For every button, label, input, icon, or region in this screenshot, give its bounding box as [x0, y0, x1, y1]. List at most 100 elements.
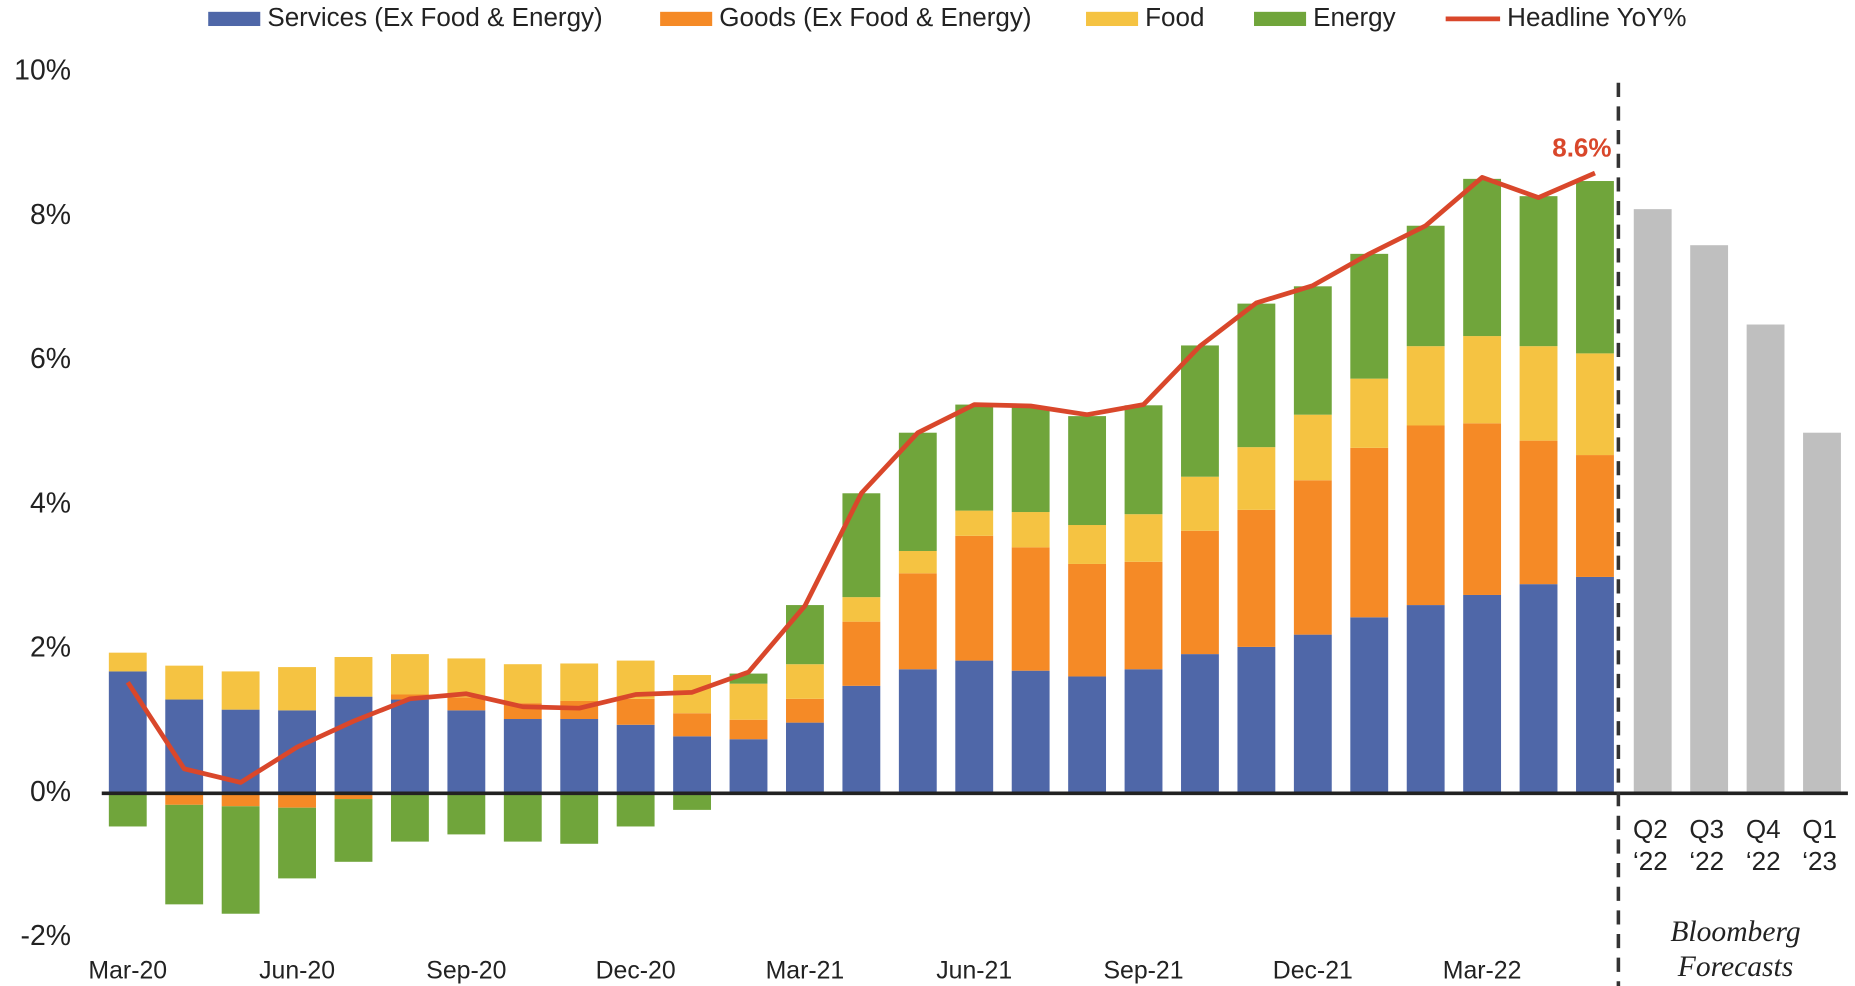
bar-segment: [898, 573, 937, 670]
forecast-label: Forecasts: [1677, 951, 1793, 983]
x-tick-label: Mar-20: [88, 957, 167, 984]
legend-swatch: [208, 11, 261, 27]
bar-segment: [1011, 512, 1050, 548]
bar-segment: [1293, 414, 1332, 481]
bar-segment: [955, 404, 994, 511]
x-tick-label: Jun-21: [936, 957, 1012, 984]
bar-segment: [221, 793, 260, 807]
bar-segment: [334, 696, 373, 794]
legend-label: Energy: [1313, 2, 1395, 32]
y-tick-label: 8%: [30, 199, 71, 231]
bar-segment: [1576, 455, 1614, 577]
forecast-bar: [1803, 432, 1841, 794]
bar-segment: [165, 665, 204, 700]
bar-segment: [1237, 447, 1276, 510]
bar-segment: [955, 660, 994, 794]
headline-line: [125, 170, 1596, 785]
bar-segment: [1406, 425, 1445, 606]
bar-segment: [278, 667, 316, 711]
bar-segment: [278, 807, 316, 879]
bar-segment: [616, 724, 655, 794]
bar-segment: [1293, 480, 1332, 635]
bar-segment: [898, 550, 937, 574]
bar-segment: [786, 605, 824, 665]
bar-segment: [390, 699, 429, 794]
bar-segment: [447, 697, 486, 711]
legend-swatch: [660, 11, 713, 27]
bar-segment: [1519, 440, 1558, 585]
bar-segment: [108, 671, 147, 794]
bar-segment: [786, 664, 824, 699]
bar-segment: [673, 793, 712, 810]
x-tick-label: Mar-22: [1443, 957, 1522, 984]
forecast-tick-label: ‘23: [1802, 846, 1837, 876]
bar-segment: [1519, 196, 1558, 347]
forecast-tick-label: Q3: [1689, 814, 1724, 844]
bar-segment: [447, 710, 486, 794]
legend-label: Food: [1145, 2, 1204, 32]
bar-segment: [842, 685, 881, 794]
bar-segment: [842, 621, 881, 686]
bar-segment: [1181, 654, 1219, 794]
forecast-tick-label: ‘22: [1689, 846, 1724, 876]
y-tick-label: 6%: [30, 343, 71, 375]
bar-segment: [1068, 676, 1107, 794]
bar-segment: [729, 673, 768, 684]
bar-segment: [729, 683, 768, 720]
bar-segment: [1237, 303, 1276, 448]
bar-segment: [673, 736, 712, 794]
bar-segment: [560, 663, 599, 701]
bar-segment: [1350, 617, 1389, 794]
bar-segment: [503, 664, 542, 704]
bar-segment: [503, 719, 542, 794]
bar-segment: [503, 793, 542, 842]
bar-segment: [165, 804, 204, 905]
forecast-bar: [1690, 245, 1729, 794]
x-tick-label: Mar-21: [766, 957, 845, 984]
bar-segment: [390, 654, 429, 695]
bar-segment: [221, 806, 260, 914]
bar-segment: [1181, 345, 1219, 477]
legend-label: Goods (Ex Food & Energy): [719, 2, 1031, 32]
bar-segment: [1237, 509, 1276, 647]
bar-segment: [1576, 181, 1614, 354]
bar-segment: [1124, 561, 1163, 670]
bar-segment: [1068, 416, 1107, 526]
y-tick-label: 2%: [30, 632, 71, 664]
bar-segment: [729, 719, 768, 740]
bar-segment: [1350, 378, 1389, 448]
bar-segment: [108, 652, 147, 672]
bar-segment: [1463, 423, 1502, 595]
bar-segment: [1124, 514, 1163, 562]
bar-segment: [955, 535, 994, 661]
y-tick-label: -2%: [20, 920, 70, 952]
bar-segment: [390, 793, 429, 842]
bar-segment: [221, 671, 260, 710]
bar-segment: [1068, 525, 1107, 564]
legend-label: Headline YoY%: [1507, 2, 1686, 32]
bar-segment: [786, 698, 824, 723]
forecast-bar: [1633, 209, 1672, 794]
bar-segment: [278, 793, 316, 808]
bar-segment: [1181, 476, 1219, 531]
bar-segment: [1519, 584, 1558, 794]
forecast-tick-label: Q4: [1746, 814, 1781, 844]
bar-segment: [1350, 447, 1389, 618]
bar-segment: [560, 793, 599, 844]
bar-segment: [842, 493, 881, 598]
bar-segment: [1463, 336, 1502, 424]
bar-segment: [1406, 346, 1445, 426]
bar-segment: [842, 597, 881, 622]
legend-swatch: [1254, 11, 1307, 27]
bar-segment: [898, 432, 937, 551]
bar-segment: [1011, 547, 1050, 671]
bar-segment: [334, 799, 373, 862]
bar-segment: [165, 793, 204, 805]
forecast-tick-label: ‘22: [1746, 846, 1781, 876]
bar-segment: [108, 793, 147, 827]
bar-segment: [334, 656, 373, 697]
y-tick-label: 4%: [30, 487, 71, 519]
bar-segment: [334, 793, 373, 800]
bar-segment: [1576, 353, 1614, 456]
bar-segment: [786, 722, 824, 794]
